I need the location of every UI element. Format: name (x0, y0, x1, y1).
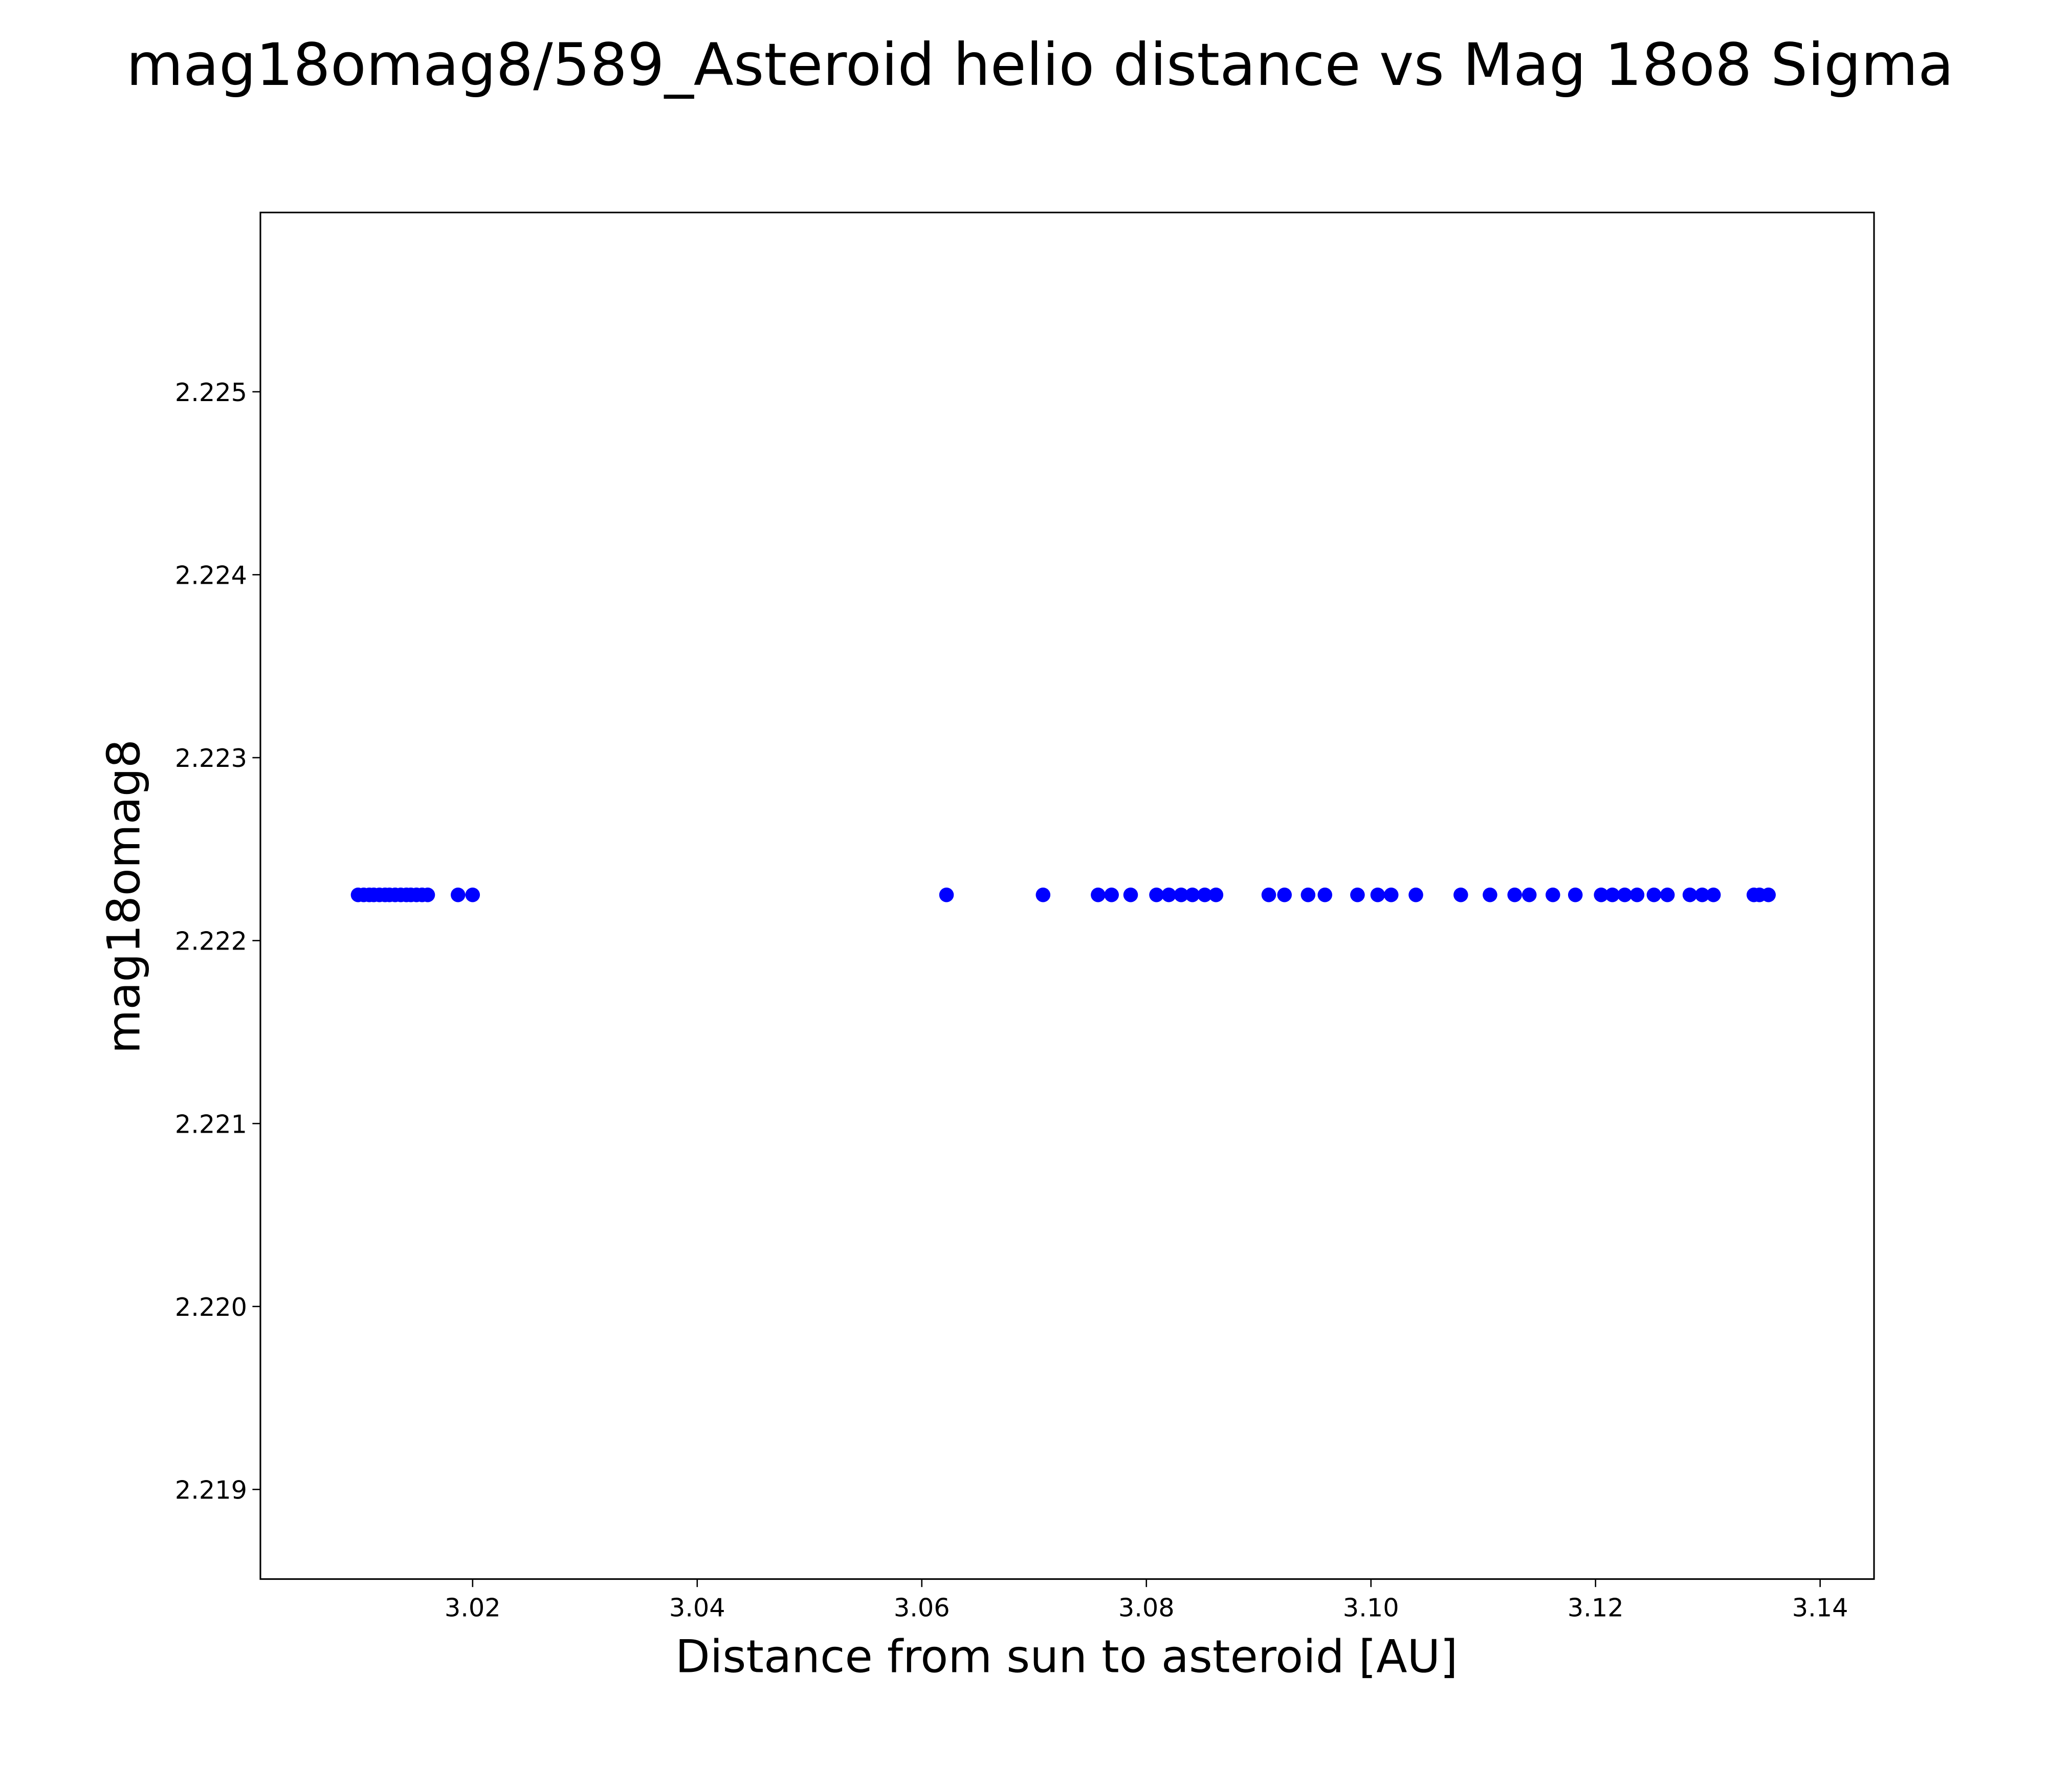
data-point (1408, 887, 1423, 902)
data-point (1174, 887, 1189, 902)
data-point (1483, 887, 1497, 902)
data-point (1350, 887, 1365, 902)
data-point (1522, 887, 1537, 902)
x-tick-label: 3.12 (1568, 1593, 1624, 1622)
data-point (1197, 887, 1213, 902)
y-axis-label: mag18omag8 (98, 739, 150, 1054)
data-point (1104, 887, 1119, 902)
data-point (1706, 887, 1721, 902)
y-tick-label: 2.223 (175, 743, 247, 773)
x-tick-label: 3.10 (1343, 1593, 1399, 1622)
data-point (1123, 887, 1138, 902)
data-point (1370, 887, 1385, 902)
data-point (939, 887, 954, 902)
x-tick-label: 3.08 (1118, 1593, 1175, 1622)
data-point (465, 887, 480, 902)
y-tick-label: 2.219 (175, 1475, 247, 1505)
data-points (350, 887, 1776, 902)
data-point (1761, 887, 1776, 902)
data-point (450, 887, 466, 902)
x-axis-label: Distance from sun to asteroid [AU] (675, 1630, 1458, 1683)
data-point (1660, 887, 1675, 902)
data-point (1277, 887, 1292, 902)
data-point (1035, 887, 1051, 902)
data-point (1091, 887, 1106, 902)
data-point (1149, 887, 1164, 902)
data-point (1507, 887, 1522, 902)
x-tick-label: 3.06 (894, 1593, 950, 1622)
data-point (1161, 887, 1176, 902)
y-tick-label: 2.224 (175, 561, 247, 590)
y-tick-label: 2.222 (175, 926, 247, 956)
data-point (1694, 887, 1710, 902)
x-tick-label: 3.04 (669, 1593, 725, 1622)
x-tick-label: 3.14 (1792, 1593, 1848, 1622)
y-tick-label: 2.221 (175, 1109, 247, 1139)
plot-frame (259, 211, 1875, 1580)
chart-title: mag18omag8/589_Asteroid helio distance v… (126, 31, 1954, 99)
data-point (1629, 887, 1645, 902)
x-tick-label: 3.02 (445, 1593, 501, 1622)
data-point (1594, 887, 1608, 902)
data-point (1646, 887, 1662, 902)
data-point (1546, 887, 1560, 902)
x-axis-ticks: 3.02 3.04 3.06 3.08 3.10 3.12 3.14 (445, 1579, 1848, 1622)
data-point (1208, 887, 1224, 902)
data-point (420, 887, 435, 902)
data-point (1605, 887, 1620, 902)
data-point (1261, 887, 1276, 902)
data-point (1317, 887, 1333, 902)
data-point (1617, 887, 1633, 902)
data-point (1185, 887, 1200, 902)
data-point (1383, 887, 1399, 902)
data-point (1568, 887, 1583, 902)
y-axis-ticks: 2.219 2.220 2.221 2.222 2.223 2.224 2.225 (175, 378, 260, 1505)
data-point (1453, 887, 1468, 902)
data-point (1300, 887, 1316, 902)
y-tick-label: 2.220 (175, 1292, 247, 1322)
y-tick-label: 2.225 (175, 378, 247, 407)
data-point (1682, 887, 1698, 902)
